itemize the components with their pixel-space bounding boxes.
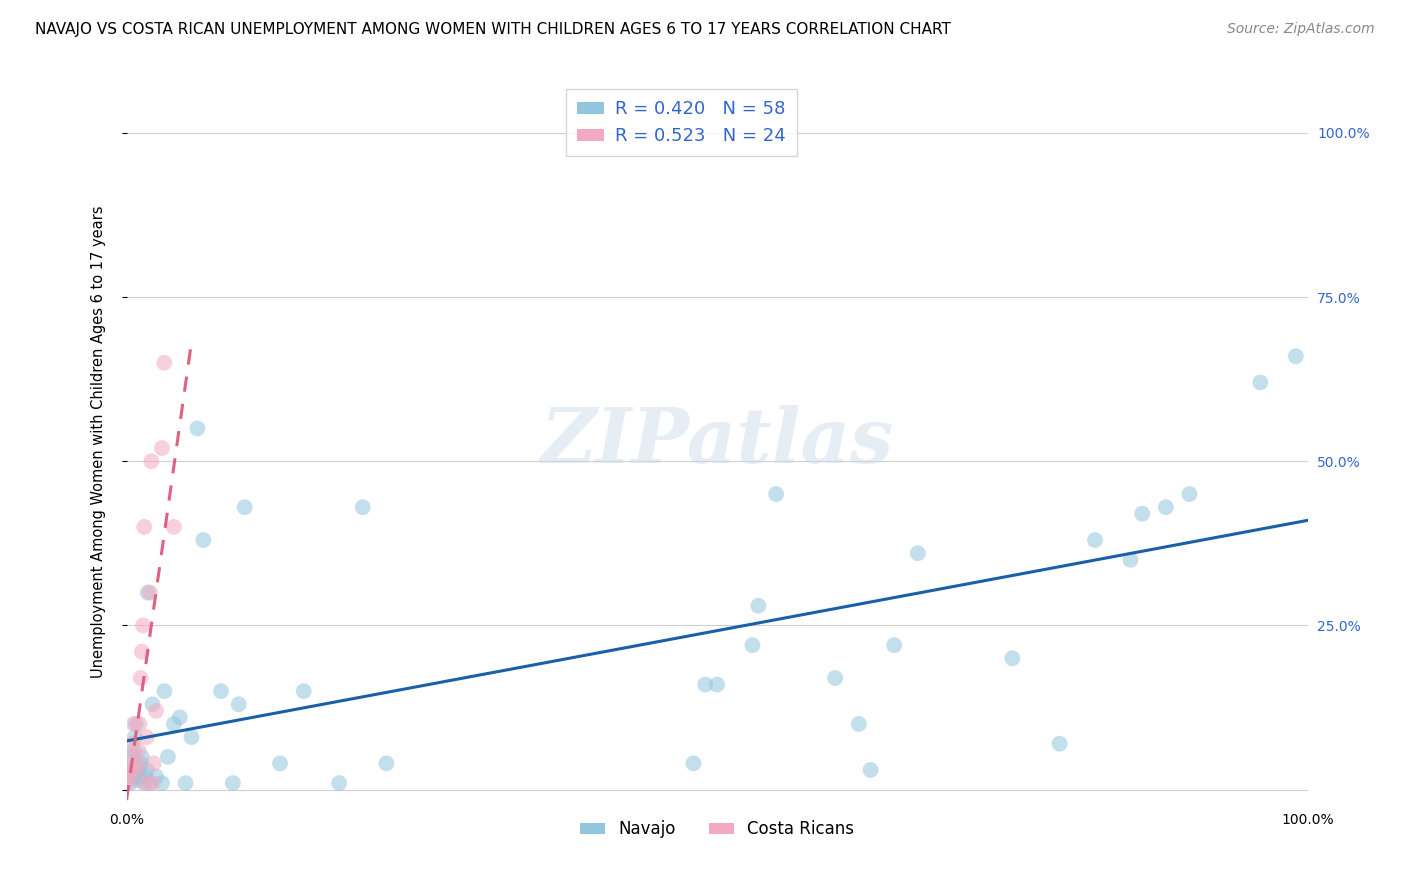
Point: [134, 520, 156, 534]
Text: Source: ZipAtlas.com: Source: ZipAtlas.com: [1227, 22, 1375, 37]
Point: [135, 730, 157, 744]
Point: [682, 756, 704, 771]
Point: [125, 717, 148, 731]
Point: [1154, 500, 1177, 515]
Point: [747, 599, 769, 613]
Point: [120, 749, 142, 764]
Point: [128, 717, 150, 731]
Point: [1119, 553, 1142, 567]
Point: [186, 421, 208, 435]
Point: [222, 776, 245, 790]
Point: [121, 763, 143, 777]
Point: [122, 717, 145, 731]
Point: [1084, 533, 1107, 547]
Point: [859, 763, 882, 777]
Point: [209, 684, 232, 698]
Point: [150, 441, 173, 455]
Point: [121, 749, 143, 764]
Point: [134, 776, 156, 790]
Point: [150, 776, 173, 790]
Point: [141, 454, 163, 468]
Point: [145, 770, 167, 784]
Point: [141, 698, 163, 712]
Point: [127, 770, 149, 784]
Point: [180, 730, 202, 744]
Point: [706, 677, 728, 691]
Point: [120, 770, 142, 784]
Point: [765, 487, 787, 501]
Point: [134, 776, 156, 790]
Point: [352, 500, 374, 515]
Point: [824, 671, 846, 685]
Point: [292, 684, 315, 698]
Point: [122, 743, 145, 757]
Point: [741, 638, 763, 652]
Point: [127, 772, 149, 787]
Point: [153, 356, 176, 370]
Text: ZIPatlas: ZIPatlas: [540, 405, 894, 478]
Point: [1001, 651, 1024, 665]
Point: [1285, 349, 1308, 363]
Point: [848, 717, 870, 731]
Point: [1249, 376, 1271, 390]
Point: [120, 776, 142, 790]
Point: [134, 770, 156, 784]
Point: [233, 500, 256, 515]
Point: [193, 533, 215, 547]
Text: NAVAJO VS COSTA RICAN UNEMPLOYMENT AMONG WOMEN WITH CHILDREN AGES 6 TO 17 YEARS : NAVAJO VS COSTA RICAN UNEMPLOYMENT AMONG…: [35, 22, 950, 37]
Point: [131, 645, 153, 659]
Point: [118, 763, 141, 777]
Point: [118, 770, 141, 784]
Point: [121, 737, 143, 751]
Point: [141, 776, 163, 790]
Point: [153, 684, 176, 698]
Point: [169, 710, 191, 724]
Point: [695, 677, 717, 691]
Point: [228, 698, 250, 712]
Point: [124, 730, 146, 744]
Point: [142, 756, 165, 771]
Point: [127, 743, 149, 757]
Point: [139, 585, 162, 599]
Point: [125, 763, 148, 777]
Legend: Navajo, Costa Ricans: Navajo, Costa Ricans: [574, 814, 860, 845]
Point: [328, 776, 350, 790]
Point: [131, 749, 153, 764]
Point: [117, 776, 139, 790]
Y-axis label: Unemployment Among Women with Children Ages 6 to 17 years: Unemployment Among Women with Children A…: [91, 205, 105, 678]
Point: [128, 763, 150, 777]
Point: [145, 704, 167, 718]
Point: [136, 585, 159, 599]
Point: [163, 717, 186, 731]
Point: [129, 756, 152, 771]
Point: [883, 638, 905, 652]
Point: [156, 749, 179, 764]
Point: [139, 776, 162, 790]
Point: [1049, 737, 1071, 751]
Point: [163, 520, 186, 534]
Point: [375, 756, 398, 771]
Point: [120, 763, 142, 777]
Point: [907, 546, 929, 560]
Point: [1130, 507, 1153, 521]
Point: [135, 763, 157, 777]
Point: [129, 671, 152, 685]
Point: [269, 756, 291, 771]
Point: [1178, 487, 1201, 501]
Point: [132, 618, 155, 632]
Point: [127, 756, 149, 771]
Point: [174, 776, 197, 790]
